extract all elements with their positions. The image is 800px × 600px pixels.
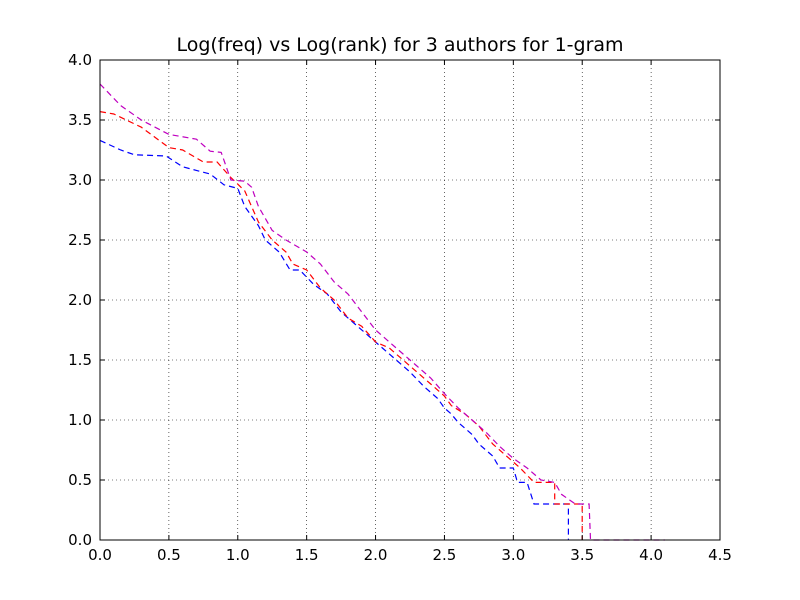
x-tick-label: 2.5: [433, 546, 457, 564]
x-tick-label: 4.0: [639, 546, 663, 564]
y-tick-label: 3.5: [68, 111, 92, 129]
y-tick-label: 3.0: [68, 171, 92, 189]
series-layer: [99, 83, 665, 541]
y-tick-label: 0.5: [68, 471, 92, 489]
y-tick-label: 4.0: [68, 51, 92, 69]
x-tick-label: 3.5: [570, 546, 594, 564]
x-tick-label: 1.5: [295, 546, 319, 564]
tick-labels: 0.0 0.5 1.0 1.5 2.0 2.5 3.0 3.5 4.0 4.5 0.0 0.5 1.0 1…: [68, 51, 732, 564]
chart-title: Log(freq) vs Log(rank) for 3 authors for…: [176, 34, 624, 56]
x-tick-label: 0.5: [157, 546, 181, 564]
grid-lines: [99, 59, 721, 541]
series-line-1: [99, 139, 569, 540]
tick-marks: [99, 59, 721, 541]
y-tick-label: 1.5: [68, 351, 92, 369]
x-tick-label: 1.0: [226, 546, 250, 564]
y-tick-label: 2.5: [68, 231, 92, 249]
series-line-2: [99, 111, 583, 540]
y-tick-label: 0.0: [68, 531, 92, 549]
series-line-3: [99, 83, 665, 541]
x-tick-label: 0.0: [88, 546, 112, 564]
x-tick-label: 2.0: [364, 546, 388, 564]
y-tick-label: 2.0: [68, 291, 92, 309]
x-tick-label: 4.5: [708, 546, 732, 564]
y-tick-label: 1.0: [68, 411, 92, 429]
x-tick-label: 3.0: [501, 546, 525, 564]
